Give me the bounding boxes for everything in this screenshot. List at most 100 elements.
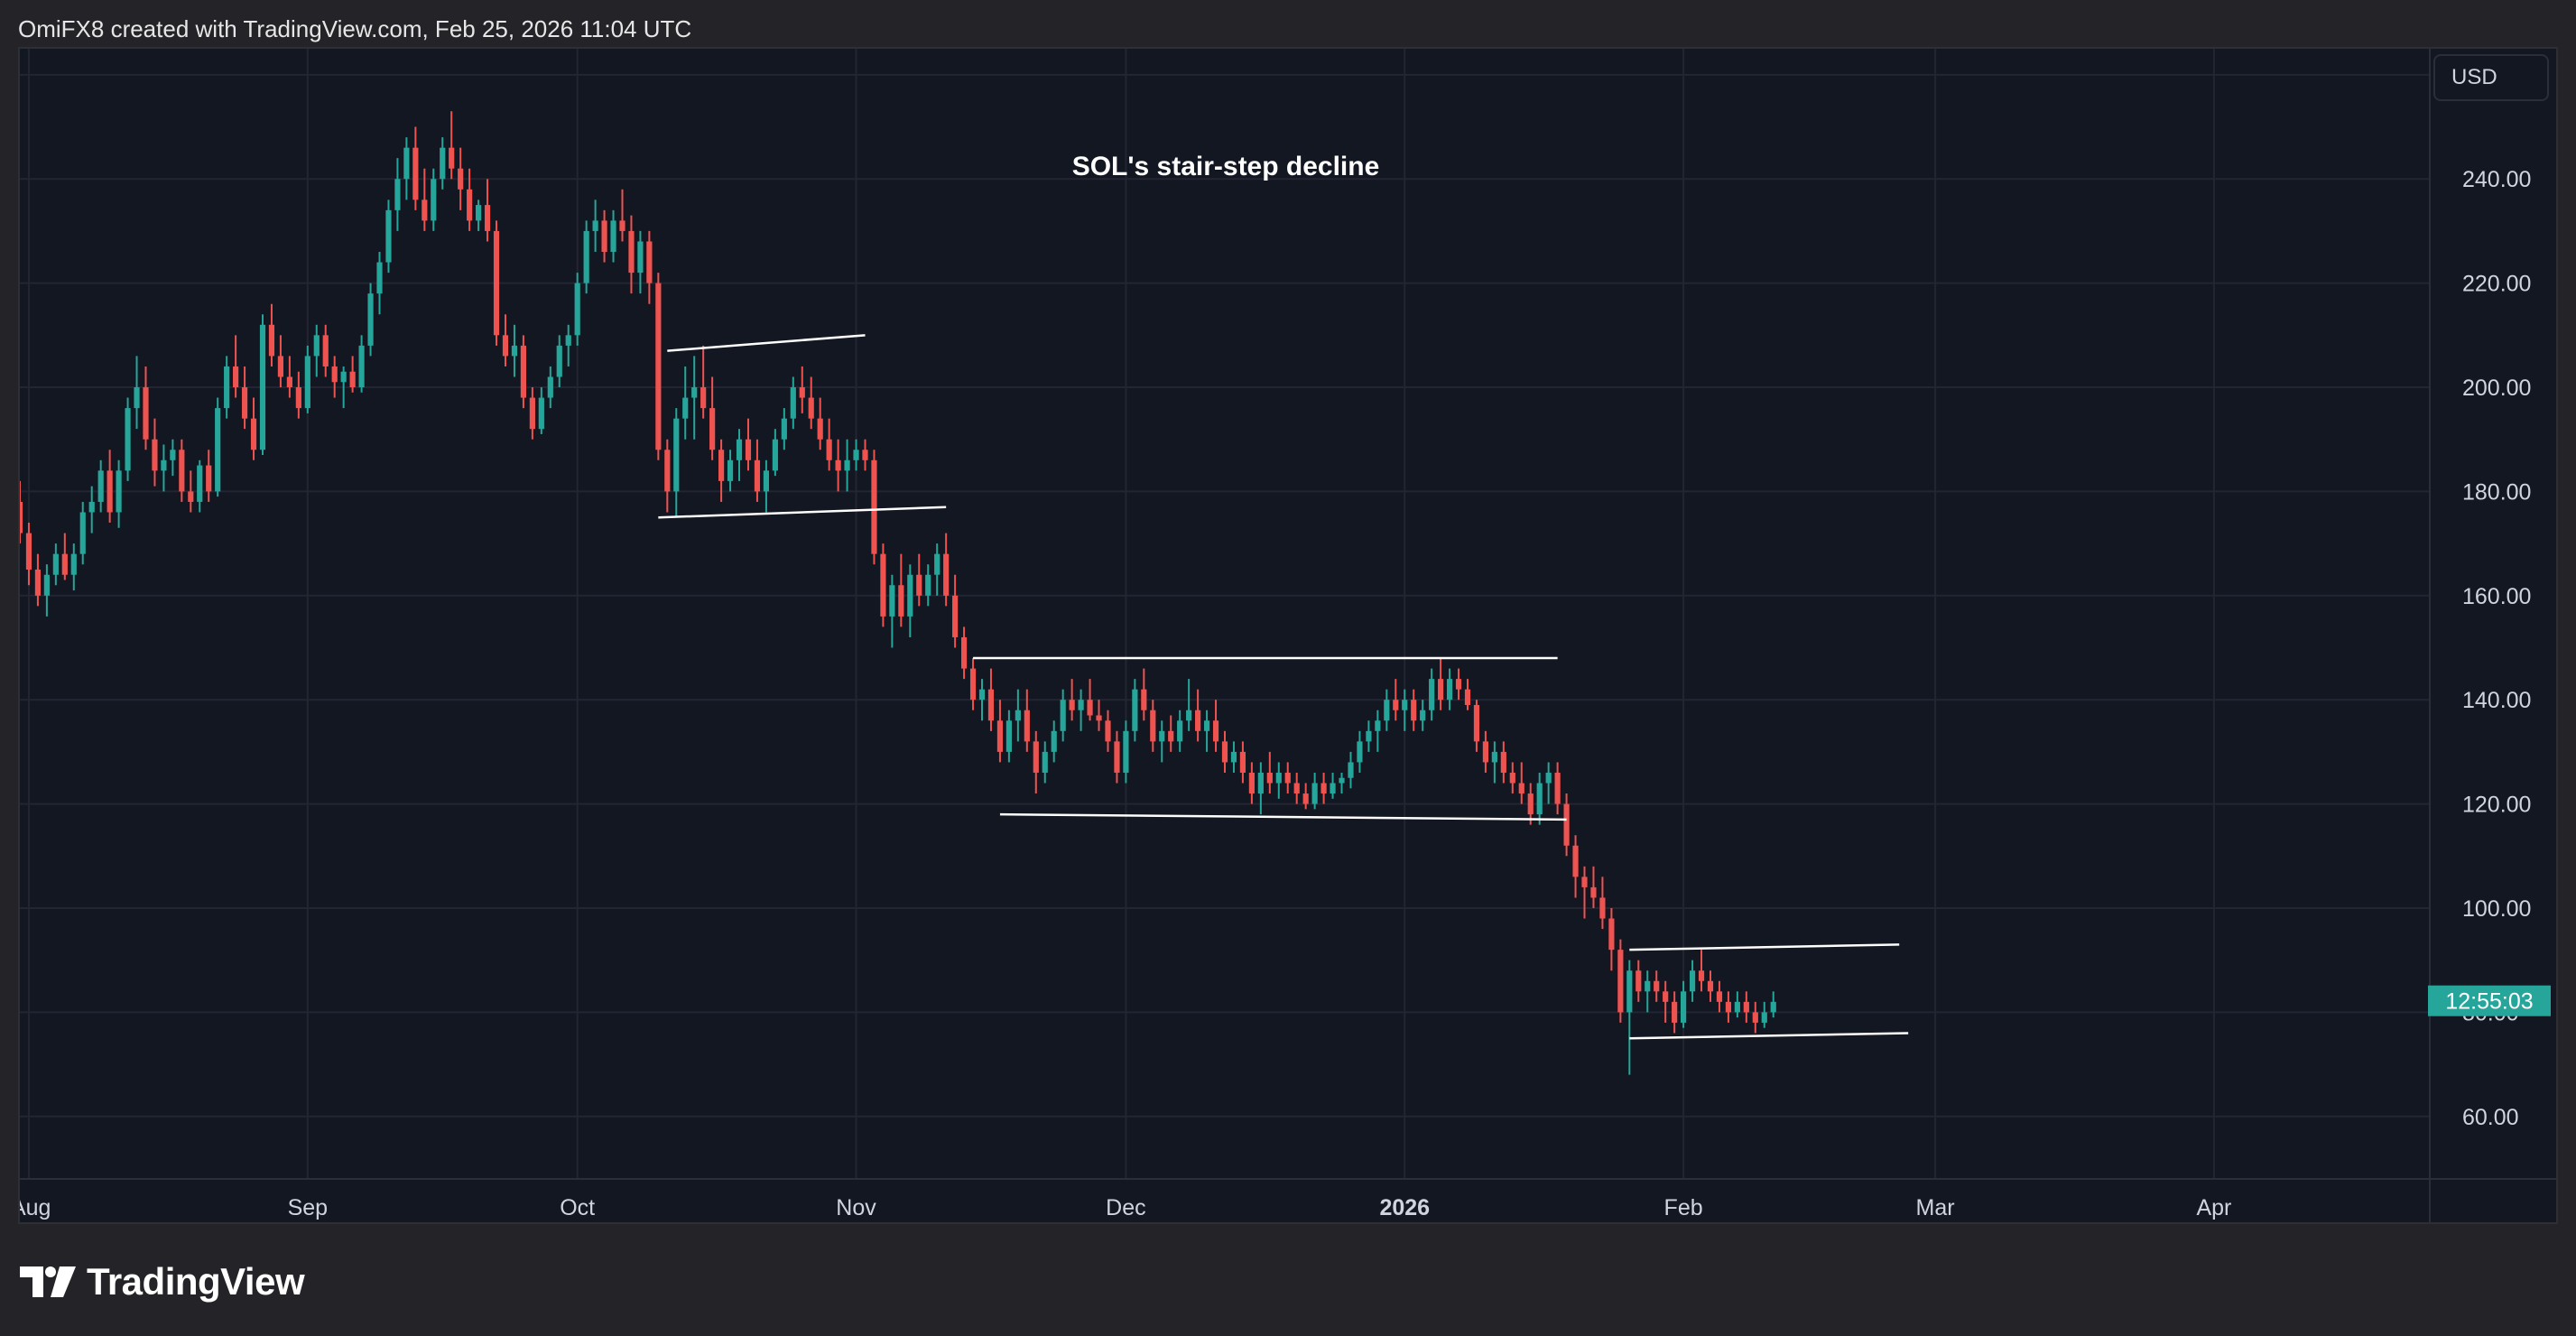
trendline[interactable] xyxy=(667,334,866,352)
candle-down xyxy=(655,273,662,460)
candle-body xyxy=(224,366,230,409)
x-tick-label: Aug xyxy=(20,1195,51,1220)
candle-up xyxy=(1005,710,1012,763)
candle-up xyxy=(259,314,266,456)
candle-body xyxy=(1150,710,1156,742)
candle-body xyxy=(880,553,886,617)
candle-body xyxy=(1554,772,1561,804)
candle-body xyxy=(1455,679,1462,690)
candle-down xyxy=(1212,700,1219,752)
candle-up xyxy=(70,543,77,591)
candle-down xyxy=(1672,991,1678,1034)
candle-body xyxy=(1635,970,1642,992)
candle-body xyxy=(385,209,392,263)
candle-up xyxy=(358,335,365,393)
candle-body xyxy=(960,636,968,669)
candle-down xyxy=(1248,762,1255,804)
candle-body xyxy=(1284,772,1291,784)
candle-body xyxy=(1608,918,1615,951)
candle-body xyxy=(1464,689,1471,705)
candle-body xyxy=(502,335,509,357)
candle-body xyxy=(978,689,986,700)
candle-body xyxy=(277,356,284,377)
candle-up xyxy=(313,324,320,377)
candle-body xyxy=(1654,980,1660,992)
candle-down xyxy=(412,126,419,210)
candle-body xyxy=(1572,845,1579,877)
candle-body xyxy=(1527,793,1534,815)
candle-body xyxy=(358,345,365,388)
candle-body xyxy=(1518,783,1524,794)
candle-body xyxy=(1429,679,1435,710)
candle-body xyxy=(233,366,239,388)
candle-body xyxy=(134,387,140,409)
candle-body xyxy=(152,439,158,471)
candle-down xyxy=(1482,730,1489,773)
currency-button[interactable]: USD xyxy=(2433,54,2549,101)
candle-down xyxy=(1195,689,1201,742)
candle-body xyxy=(1672,1001,1678,1023)
x-tick-label: Sep xyxy=(288,1195,328,1220)
candle-down xyxy=(331,356,338,398)
trendline[interactable] xyxy=(658,506,947,519)
candle-body xyxy=(1302,793,1309,804)
candle-body xyxy=(862,450,868,460)
candle-body xyxy=(403,147,410,180)
candle-down xyxy=(1284,762,1291,794)
trendline[interactable] xyxy=(1629,943,1900,951)
candle-body xyxy=(709,408,716,450)
candle-body xyxy=(476,205,482,221)
candle-body xyxy=(736,439,743,460)
y-tick-label: 180.00 xyxy=(2462,479,2531,505)
candle-body xyxy=(952,595,959,637)
candle-down xyxy=(1105,710,1111,752)
candle-body xyxy=(1761,1012,1767,1023)
candle-down xyxy=(1293,772,1300,804)
candle-up xyxy=(844,439,850,492)
candle-body xyxy=(1482,741,1489,763)
trendlines[interactable] xyxy=(658,334,1909,1040)
chart-attribution: OmiFX8 created with TradingView.com, Feb… xyxy=(18,15,692,42)
candle-body xyxy=(116,470,122,513)
candle-body xyxy=(1212,720,1219,742)
tradingview-logo[interactable]: TradingView xyxy=(20,1257,305,1307)
candle-up xyxy=(1339,772,1345,794)
chart-panel[interactable]: 60.0080.00100.00120.00140.00160.00180.00… xyxy=(18,47,2558,1224)
y-tick-label: 100.00 xyxy=(2462,896,2531,922)
candle-down xyxy=(179,439,185,502)
candle-up xyxy=(1536,772,1543,825)
candle-up xyxy=(1645,970,1651,1013)
candle-down xyxy=(664,439,671,513)
candle-up xyxy=(340,366,347,409)
candle-down xyxy=(250,397,257,460)
candle-down xyxy=(1069,679,1075,721)
axes: 60.0080.00100.00120.00140.00160.00180.00… xyxy=(20,49,2556,1222)
candle-body xyxy=(1248,772,1255,794)
candle-down xyxy=(1114,730,1120,784)
candle-body xyxy=(853,450,859,460)
y-tick-label: 160.00 xyxy=(2462,584,2531,609)
candle-up xyxy=(1402,689,1408,731)
candle-up xyxy=(1446,668,1453,710)
candle-body xyxy=(367,293,374,346)
candle-down xyxy=(1509,762,1515,794)
candlestick-chart[interactable]: 60.0080.00100.00120.00140.00160.00180.00… xyxy=(20,49,2556,1222)
candle-up xyxy=(1384,689,1390,731)
candle-up xyxy=(431,168,437,231)
candle-body xyxy=(718,450,725,481)
candle-body xyxy=(835,459,841,471)
trendline[interactable] xyxy=(1629,1032,1909,1040)
y-tick-label: 220.00 xyxy=(2462,272,2531,297)
candle-body xyxy=(646,241,653,283)
candle-up xyxy=(1203,710,1210,752)
x-tick-label: Mar xyxy=(1916,1195,1955,1220)
candle-up xyxy=(637,230,644,294)
candle-down xyxy=(268,303,275,366)
candle-body xyxy=(340,371,347,383)
candle-down xyxy=(601,209,607,263)
candle-down xyxy=(1654,970,1660,1002)
candle-body xyxy=(1221,741,1228,763)
candle-down xyxy=(34,553,42,607)
trendline[interactable] xyxy=(999,812,1567,821)
candle-up xyxy=(476,199,482,231)
